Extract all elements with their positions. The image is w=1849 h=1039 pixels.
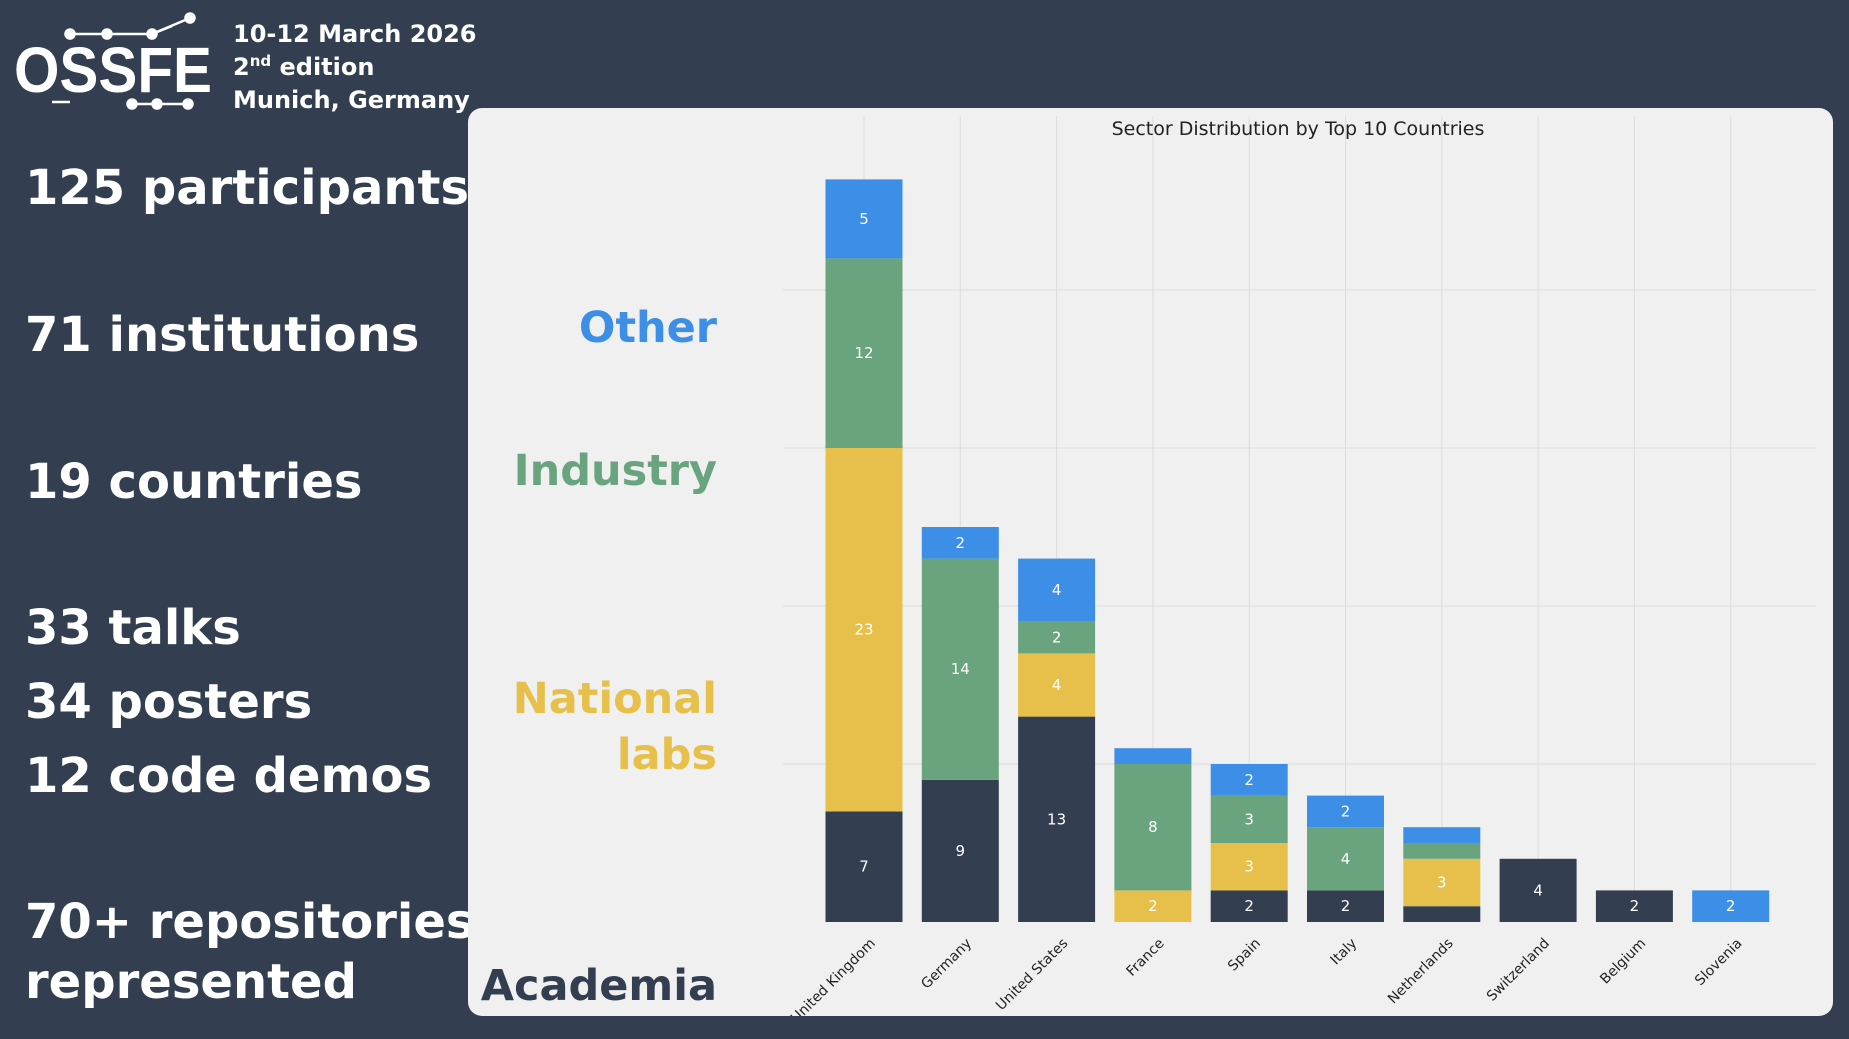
- bar-segment-industry: [1403, 843, 1481, 859]
- bar-segment-academia: [1018, 716, 1096, 922]
- x-tick-label: Germany: [918, 936, 975, 993]
- chart-panel: Sector Distribution by Top 10 Countries 7…: [468, 108, 1833, 1016]
- stat-countries: 19 countries: [25, 454, 363, 510]
- x-tick-label: Belgium: [1597, 936, 1649, 988]
- x-tick-label: France: [1123, 936, 1167, 980]
- x-tick-label: United States: [993, 936, 1071, 1014]
- event-edition: 2nd edition: [233, 51, 477, 84]
- stat-posters: 34 posters: [25, 674, 313, 730]
- bar-value-label: 8: [1148, 818, 1158, 836]
- sector-label-other: Other: [578, 303, 717, 353]
- bar-segment-industry: [921, 558, 999, 780]
- bar-segment-national-labs: [825, 448, 903, 812]
- bar-segment-other: [1210, 764, 1288, 796]
- stat-participants: 125 participants: [25, 160, 470, 216]
- chart-title: Sector Distribution by Top 10 Countries: [1112, 118, 1485, 140]
- bar-segment-industry: [1307, 827, 1384, 891]
- bar-segment-industry: [1018, 621, 1096, 654]
- bar-value-label: 12: [854, 344, 873, 362]
- bar-value-label: 4: [1341, 850, 1351, 868]
- bar-segment-other: [1692, 890, 1770, 922]
- stat-talks: 33 talks: [25, 600, 241, 656]
- bar-segment-academia: [1210, 890, 1288, 922]
- bar-value-label: 4: [1052, 676, 1062, 694]
- ossfe-logo: OSSFE: [14, 12, 212, 110]
- sector-chart: Sector Distribution by Top 10 Countries 7…: [783, 116, 1816, 1016]
- bar-value-label: 2: [1341, 802, 1351, 820]
- bar-value-label: 9: [956, 842, 966, 860]
- bar-segment-academia: [1403, 906, 1481, 922]
- sector-label-academia: Academia: [480, 961, 717, 1011]
- bar-value-label: 14: [951, 660, 970, 678]
- bar-value-label: 3: [1244, 810, 1254, 828]
- event-dates: 10-12 March 2026: [233, 20, 477, 48]
- event-location: Munich, Germany: [233, 86, 470, 114]
- logo-text: OSSFE: [14, 34, 212, 106]
- bar-segment-national-labs: [1114, 890, 1192, 922]
- bar-segment-other: [1403, 827, 1481, 843]
- bar-segment-academia: [825, 811, 903, 922]
- bar-segment-industry: [825, 258, 903, 448]
- edition-suffix: nd: [249, 52, 272, 70]
- bar-value-label: 2: [1630, 897, 1640, 915]
- stat-code-demos: 12 code demos: [25, 748, 433, 804]
- sector-label-industry: Industry: [513, 446, 717, 496]
- stat-institutions: 71 institutions: [25, 307, 420, 363]
- bar-segment-national-labs: [1210, 843, 1288, 891]
- edition-number: 2: [233, 53, 250, 81]
- bar-segment-national-labs: [1018, 653, 1096, 717]
- stat-repositories-line2: represented: [25, 954, 357, 1010]
- stat-repositories: 70+ repositories represented: [25, 892, 474, 1012]
- x-tick-label: Switzerland: [1484, 936, 1553, 1005]
- bar-value-label: 2: [1148, 897, 1158, 915]
- bar-value-label: 2: [956, 534, 966, 552]
- bar-segment-national-labs: [1403, 858, 1481, 907]
- sector-label-labs: labs: [616, 730, 717, 780]
- edition-word: edition: [271, 53, 375, 81]
- bar-segment-other: [1114, 748, 1192, 764]
- sector-label-national-labs: National labs: [513, 671, 717, 783]
- bar-segment-academia: [1499, 858, 1577, 922]
- bar-segment-other: [825, 179, 903, 259]
- stat-repositories-line1: 70+ repositories: [25, 894, 475, 950]
- x-tick-label: Netherlands: [1385, 936, 1457, 1008]
- bar-value-label: 4: [1533, 881, 1543, 899]
- bar-value-label: 5: [859, 210, 869, 228]
- bar-segment-industry: [1114, 764, 1192, 891]
- event-info: 10-12 March 2026 2nd edition Munich, Ger…: [233, 18, 477, 117]
- bar-segment-academia: [921, 779, 999, 922]
- bar-segment-other: [1307, 795, 1384, 828]
- bar-value-label: 2: [1052, 629, 1062, 647]
- sector-label-national: National: [512, 674, 717, 724]
- x-tick-label: Spain: [1225, 936, 1264, 975]
- bar-value-label: 4: [1052, 581, 1062, 599]
- bar-segment-academia: [1595, 890, 1673, 922]
- x-tick-label: Slovenia: [1692, 936, 1745, 989]
- bar-value-label: 2: [1726, 897, 1736, 915]
- bar-value-label: 2: [1244, 771, 1254, 789]
- bar-value-label: 7: [859, 858, 869, 876]
- x-tick-label: Italy: [1328, 936, 1361, 969]
- bar-value-label: 23: [854, 621, 873, 639]
- bar-value-label: 2: [1341, 897, 1351, 915]
- bar-value-label: 3: [1437, 874, 1447, 892]
- x-tick-label: United Kingdom: [788, 936, 879, 1016]
- bar-segment-industry: [1210, 795, 1288, 843]
- bar-segment-other: [1018, 558, 1096, 622]
- bar-value-label: 2: [1244, 897, 1254, 915]
- network-dots-icon: [52, 12, 196, 110]
- bar-segment-academia: [1307, 890, 1384, 922]
- bar-segment-other: [921, 527, 999, 559]
- bar-value-label: 13: [1047, 810, 1066, 828]
- bar-value-label: 3: [1244, 858, 1254, 876]
